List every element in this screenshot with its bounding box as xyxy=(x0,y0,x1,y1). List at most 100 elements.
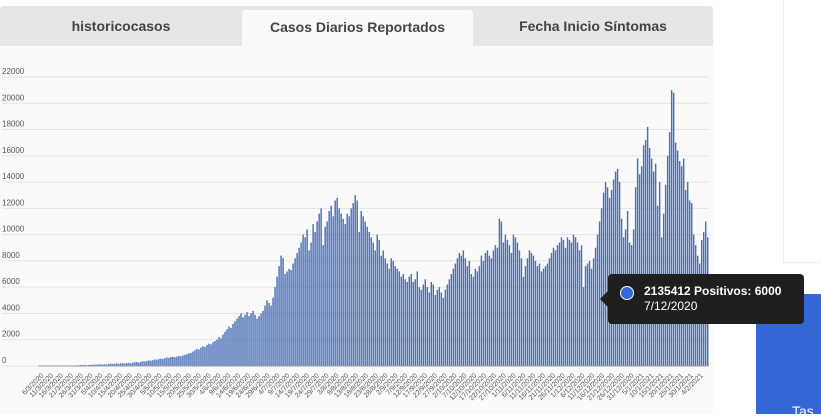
bar xyxy=(589,261,590,366)
bar xyxy=(226,329,227,366)
tooltip-date: 7/12/2020 xyxy=(644,299,697,313)
bar xyxy=(212,342,213,366)
bar xyxy=(284,274,285,366)
bar xyxy=(405,279,406,366)
bar xyxy=(643,145,644,366)
bar xyxy=(379,240,380,366)
y-tick-label: 14000 xyxy=(2,172,25,181)
x-tick-labels: 6/3/202011/3/202016/3/202021/3/202026/3/… xyxy=(21,372,704,402)
bar xyxy=(435,295,436,366)
bar xyxy=(505,235,506,366)
bar xyxy=(387,264,388,366)
bars xyxy=(72,90,708,366)
bar xyxy=(356,200,357,366)
bar xyxy=(310,243,311,366)
bar xyxy=(348,216,349,366)
bar xyxy=(332,216,333,366)
bar xyxy=(393,261,394,366)
bar xyxy=(174,357,175,366)
bar xyxy=(525,266,526,366)
bar xyxy=(314,232,315,366)
bar xyxy=(499,219,500,366)
bar xyxy=(182,355,183,366)
bar xyxy=(290,270,291,366)
side-panel-text: Tas xyxy=(792,404,814,418)
bar xyxy=(649,148,650,366)
bar xyxy=(250,313,251,366)
bar xyxy=(304,237,305,366)
bar xyxy=(681,166,682,366)
bar xyxy=(441,292,442,366)
bar xyxy=(238,316,239,366)
bar xyxy=(425,279,426,366)
bar xyxy=(280,256,281,366)
y-tick-label: 18000 xyxy=(2,120,25,129)
bar xyxy=(613,179,614,366)
bar xyxy=(228,327,229,366)
bar xyxy=(515,237,516,366)
bar xyxy=(188,353,189,366)
bar xyxy=(236,319,237,366)
bar xyxy=(431,282,432,366)
bar xyxy=(603,193,604,366)
bar xyxy=(459,253,460,366)
bar xyxy=(381,256,382,366)
bar xyxy=(286,271,287,366)
bar xyxy=(583,287,584,366)
bar xyxy=(667,156,668,366)
bar xyxy=(344,224,345,366)
bar xyxy=(276,277,277,366)
bar xyxy=(503,243,504,366)
bar xyxy=(166,358,167,366)
bar xyxy=(457,258,458,366)
bar xyxy=(342,219,343,366)
bar xyxy=(541,271,542,366)
bar xyxy=(423,285,424,366)
bar xyxy=(264,306,265,366)
bar xyxy=(509,245,510,366)
bar xyxy=(579,250,580,366)
bar xyxy=(605,182,606,366)
bar xyxy=(669,132,670,366)
bar-chart: 0200040006000800010000120001400016000180… xyxy=(0,0,713,414)
bar xyxy=(196,349,197,366)
bar xyxy=(439,287,440,366)
bar xyxy=(497,248,498,366)
bar xyxy=(352,203,353,366)
bar xyxy=(134,362,135,366)
bar xyxy=(138,363,139,366)
bar xyxy=(208,344,209,366)
bar xyxy=(547,264,548,366)
bar xyxy=(473,277,474,366)
bar xyxy=(248,316,249,366)
bar xyxy=(481,256,482,366)
bar xyxy=(244,315,245,366)
bar xyxy=(274,287,275,366)
bar xyxy=(262,311,263,366)
bar xyxy=(373,243,374,366)
bar xyxy=(553,248,554,366)
y-tick-label: 12000 xyxy=(2,198,25,207)
bar xyxy=(421,290,422,366)
bar xyxy=(513,235,514,366)
bar xyxy=(573,235,574,366)
bar xyxy=(491,258,492,366)
bar xyxy=(368,232,369,366)
bar xyxy=(565,248,566,366)
bar xyxy=(194,350,195,366)
bar xyxy=(142,361,143,366)
bar xyxy=(324,227,325,366)
bar xyxy=(467,266,468,366)
bar xyxy=(403,274,404,366)
side-card xyxy=(783,0,821,263)
bar xyxy=(200,348,201,366)
bar xyxy=(677,151,678,366)
bar xyxy=(593,258,594,366)
bar xyxy=(298,248,299,366)
bar xyxy=(555,250,556,366)
bar xyxy=(176,357,177,366)
bar xyxy=(254,315,255,366)
bar xyxy=(475,269,476,366)
bar xyxy=(557,245,558,366)
bar xyxy=(549,258,550,366)
